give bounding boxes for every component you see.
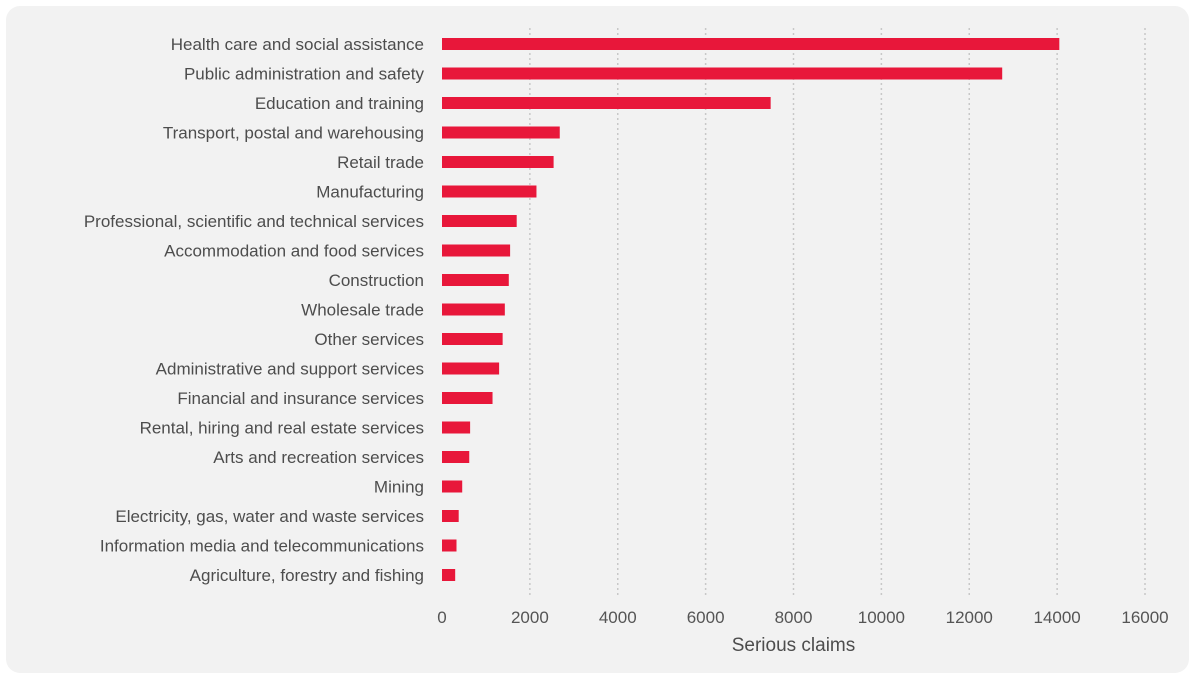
- category-label: Transport, postal and warehousing: [163, 124, 424, 143]
- category-label: Administrative and support services: [156, 360, 424, 379]
- bar: [442, 215, 517, 227]
- x-axis-title: Serious claims: [732, 635, 856, 656]
- bar: [442, 38, 1060, 50]
- x-tick-label: 10000: [858, 608, 905, 627]
- category-label: Information media and telecommunications: [100, 537, 424, 556]
- bar: [442, 480, 463, 493]
- category-label: Agriculture, forestry and fishing: [190, 566, 424, 585]
- x-tick-label: 6000: [687, 608, 725, 627]
- bar: [442, 303, 505, 316]
- category-label: Construction: [329, 271, 424, 290]
- category-label: Financial and insurance services: [177, 389, 424, 408]
- category-labels: Health care and social assistance Public …: [84, 35, 425, 585]
- x-tick-labels: 0 2000 4000 6000 8000 10000 12000 14000 16000: [437, 608, 1168, 627]
- category-label: Professional, scientific and technical s…: [84, 212, 424, 231]
- bar-chart: Health care and social assistance Public …: [84, 28, 1169, 656]
- bar: [442, 392, 493, 404]
- category-label: Arts and recreation services: [213, 448, 424, 467]
- grid-lines: [529, 28, 1146, 598]
- category-label: Mining: [374, 478, 424, 497]
- bar: [442, 333, 503, 345]
- x-tick-label: 0: [437, 608, 446, 627]
- bar: [442, 274, 509, 286]
- bar: [442, 97, 771, 109]
- category-label: Wholesale trade: [301, 301, 424, 320]
- category-label: Accommodation and food services: [164, 242, 424, 261]
- category-label: Manufacturing: [316, 183, 424, 202]
- x-tick-label: 8000: [775, 608, 813, 627]
- bar: [442, 244, 511, 257]
- category-label: Electricity, gas, water and waste servic…: [115, 507, 424, 526]
- bar: [442, 126, 560, 139]
- bar: [442, 362, 500, 375]
- bar: [442, 67, 1003, 80]
- bar: [442, 510, 459, 522]
- x-tick-label: 16000: [1121, 608, 1168, 627]
- bar: [442, 569, 456, 581]
- x-tick-label: 14000: [1033, 608, 1080, 627]
- category-label: Public administration and safety: [184, 65, 425, 84]
- chart-panel: Health care and social assistance Public …: [6, 6, 1189, 673]
- bar: [442, 156, 554, 168]
- category-label: Rental, hiring and real estate services: [140, 419, 424, 438]
- x-tick-label: 12000: [946, 608, 993, 627]
- bar: [442, 421, 471, 434]
- category-label: Retail trade: [337, 153, 424, 172]
- bars: [442, 38, 1060, 581]
- bar: [442, 185, 537, 198]
- bar: [442, 539, 457, 552]
- category-label: Other services: [314, 330, 424, 349]
- x-tick-label: 4000: [599, 608, 637, 627]
- category-label: Education and training: [255, 94, 424, 113]
- bar: [442, 451, 470, 463]
- category-label: Health care and social assistance: [171, 35, 424, 54]
- x-tick-label: 2000: [511, 608, 549, 627]
